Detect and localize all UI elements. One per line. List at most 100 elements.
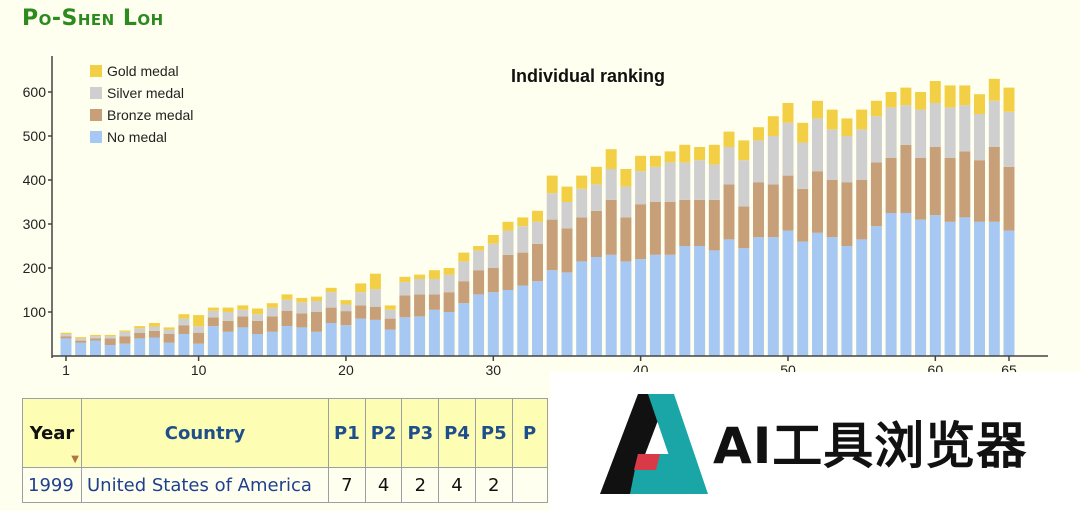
bar-gold-medal-61 [944, 85, 956, 108]
bar-bronze-medal-62 [959, 151, 971, 218]
bar-bronze-medal-37 [590, 210, 602, 257]
header-p6[interactable]: P [511, 398, 548, 468]
bar-bronze-medal-49 [767, 184, 779, 238]
bar-bronze-medal-54 [841, 182, 853, 246]
bar-gold-medal-26 [428, 270, 440, 279]
bar-no-medal-41 [649, 254, 661, 356]
bar-bronze-medal-24 [399, 295, 411, 318]
bar-gold-medal-54 [841, 118, 853, 136]
bar-silver-medal-47 [738, 160, 750, 207]
bar-silver-medal-18 [311, 301, 322, 312]
bar-silver-medal-16 [281, 299, 293, 311]
bar-bronze-medal-20 [340, 311, 352, 326]
bar-gold-medal-38 [605, 149, 617, 169]
bar-silver-medal-5 [119, 331, 131, 337]
bar-no-medal-8 [163, 342, 175, 356]
y-tick-label-500: 500 [23, 128, 47, 144]
bar-gold-medal-6 [134, 326, 146, 329]
bar-silver-medal-42 [664, 162, 676, 202]
header-year[interactable]: Year ▼ [22, 398, 82, 468]
bar-silver-medal-44 [694, 160, 706, 200]
bar-bronze-medal-51 [797, 188, 809, 242]
header-p2[interactable]: P2 [364, 398, 403, 468]
bar-silver-medal-14 [252, 314, 263, 321]
bar-gold-medal-9 [178, 314, 190, 319]
y-tick-label-300: 300 [23, 216, 47, 232]
bar-bronze-medal-34 [546, 219, 558, 271]
bar-no-medal-64 [988, 221, 1000, 356]
bar-silver-medal-12 [222, 312, 234, 321]
bar-bronze-medal-55 [856, 180, 868, 240]
bar-no-medal-39 [620, 261, 632, 356]
bar-bronze-medal-29 [473, 270, 485, 295]
bar-no-medal-2 [75, 342, 87, 356]
bar-silver-medal-56 [870, 116, 882, 163]
individual-ranking-chart: Individual ranking 100 200 300 400 500 600 1 10… [23, 56, 1048, 378]
legend-swatch-no-medal [90, 131, 102, 143]
bar-bronze-medal-11 [207, 317, 219, 327]
bar-no-medal-25 [414, 316, 426, 356]
bar-gold-medal-49 [767, 116, 779, 136]
bar-no-medal-27 [443, 312, 455, 356]
bar-silver-medal-20 [340, 304, 352, 312]
bar-bronze-medal-63 [974, 160, 985, 222]
x-tick-label-20: 20 [338, 362, 354, 378]
bar-no-medal-3 [90, 340, 101, 356]
y-tick-label-600: 600 [23, 84, 47, 100]
bar-silver-medal-41 [649, 166, 661, 202]
bar-bronze-medal-1 [60, 336, 72, 339]
bar-silver-medal-19 [325, 292, 337, 308]
bar-no-medal-32 [517, 285, 529, 356]
header-p3[interactable]: P3 [401, 398, 440, 468]
legend-swatch-gold-medal [90, 65, 102, 77]
bar-silver-medal-32 [517, 226, 529, 253]
bar-no-medal-51 [797, 241, 809, 356]
bar-silver-medal-8 [163, 329, 175, 334]
bar-bronze-medal-23 [384, 318, 396, 330]
legend: Gold medal Silver medal Bronze medal No med… [90, 63, 193, 145]
watermark-logo-icon [600, 394, 708, 494]
bar-silver-medal-60 [929, 103, 941, 147]
legend-label-no-medal: No medal [107, 129, 167, 145]
bar-silver-medal-25 [414, 279, 426, 295]
bar-gold-medal-4 [104, 334, 116, 337]
bar-bronze-medal-43 [679, 199, 691, 246]
bar-gold-medal-63 [974, 94, 985, 114]
bar-no-medal-12 [222, 331, 234, 356]
cell-country[interactable]: United States of America [81, 467, 329, 503]
bar-gold-medal-33 [532, 210, 543, 222]
bar-gold-medal-13 [237, 305, 249, 310]
bar-no-medal-59 [915, 219, 927, 356]
bar-gold-medal-41 [649, 155, 661, 167]
bar-silver-medal-15 [266, 307, 278, 317]
bar-silver-medal-43 [679, 162, 691, 200]
watermark-text: AI工具浏览器 [713, 417, 1028, 475]
bar-gold-medal-60 [929, 81, 941, 103]
header-p1[interactable]: P1 [328, 398, 366, 468]
bar-no-medal-28 [458, 303, 470, 356]
bar-bronze-medal-47 [738, 206, 750, 249]
bar-bronze-medal-13 [237, 316, 249, 328]
header-country[interactable]: Country [81, 398, 329, 468]
bar-gold-medal-65 [1003, 87, 1015, 112]
bar-silver-medal-2 [75, 338, 87, 341]
bar-bronze-medal-22 [369, 306, 381, 320]
header-p5[interactable]: P5 [474, 398, 513, 468]
sort-arrow-icon: ▼ [71, 454, 79, 465]
bar-no-medal-11 [207, 326, 219, 356]
bar-silver-medal-27 [443, 274, 455, 293]
bar-gold-medal-48 [753, 127, 764, 141]
bar-bronze-medal-59 [915, 158, 927, 220]
bar-gold-medal-15 [266, 303, 278, 308]
bar-silver-medal-22 [369, 289, 381, 307]
bar-bronze-medal-60 [929, 147, 941, 216]
bar-gold-medal-18 [311, 296, 322, 301]
bar-bronze-medal-12 [222, 320, 234, 332]
bar-silver-medal-28 [458, 261, 470, 282]
bar-silver-medal-54 [841, 136, 853, 183]
bar-no-medal-44 [694, 246, 706, 356]
bar-bronze-medal-44 [694, 199, 706, 246]
cell-year[interactable]: 1999 [22, 467, 82, 503]
bar-no-medal-47 [738, 248, 750, 356]
header-p4[interactable]: P4 [438, 398, 476, 468]
